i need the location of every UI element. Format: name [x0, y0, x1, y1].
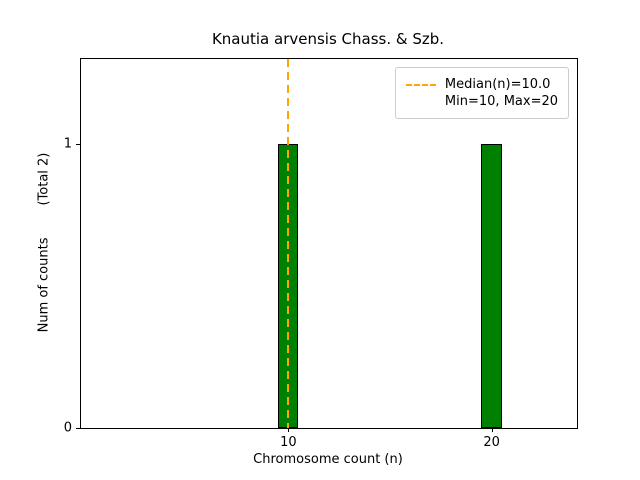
chart-title: Knautia arvensis Chass. & Szb.: [211, 30, 445, 48]
y-axis-label-wrap: Num of counts (Total 2): [30, 58, 58, 427]
y-axis-label-text: Num of counts: [36, 237, 52, 333]
y-axis-label: Num of counts (Total 2): [37, 153, 52, 333]
legend-entry-median: Median(n)=10.0: [405, 77, 558, 92]
legend-label-minmax: Min=10, Max=20: [444, 94, 558, 109]
y-axis-label-annotation: (Total 2): [36, 152, 52, 206]
median-line: [287, 59, 290, 428]
median-dashed-line-swatch: [405, 83, 436, 86]
x-tick-mark: [491, 428, 493, 432]
y-tick-mark: [76, 144, 80, 146]
plot-area: Median(n)=10.0 Min=10, Max=20 10 20 0 1: [64, 58, 578, 450]
x-tick-label: 20: [483, 435, 500, 450]
legend: Median(n)=10.0 Min=10, Max=20: [394, 67, 569, 119]
x-axis-label: Chromosome count (n): [253, 452, 403, 467]
legend-entry-minmax: Min=10, Max=20: [406, 94, 558, 109]
y-tick-label: 1: [63, 136, 72, 152]
x-tick-label: 10: [280, 435, 297, 450]
histogram-bar: [481, 144, 502, 428]
y-tick-label: 0: [63, 420, 72, 436]
x-tick-mark: [288, 428, 290, 432]
y-tick-mark: [76, 428, 80, 429]
legend-label-median: Median(n)=10.0: [444, 77, 551, 92]
